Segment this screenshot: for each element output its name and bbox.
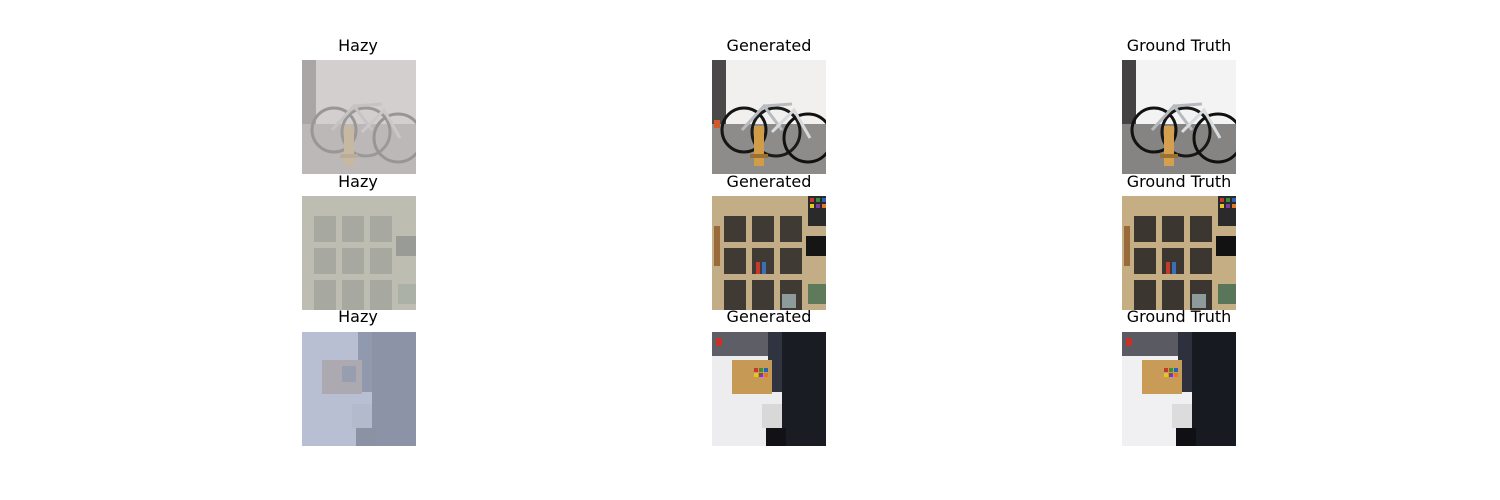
title-hazy-row2: Hazy [338, 172, 378, 191]
title-ground-truth-row3: Ground Truth [1126, 307, 1232, 326]
image-ground-truth-bicycles [1122, 60, 1236, 174]
image-ground-truth-desk [1122, 332, 1236, 446]
title-hazy-row3: Hazy [338, 307, 378, 326]
image-generated-bicycles [712, 60, 826, 174]
image-generated-bookshelf [712, 196, 826, 310]
title-hazy-row1: Hazy [338, 36, 378, 55]
image-hazy-bookshelf [302, 196, 416, 310]
title-generated-row2: Generated [726, 172, 812, 191]
image-generated-desk [712, 332, 826, 446]
title-generated-row3: Generated [726, 307, 812, 326]
title-generated-row1: Generated [726, 36, 812, 55]
title-ground-truth-row1: Ground Truth [1126, 36, 1232, 55]
image-hazy-desk [302, 332, 416, 446]
image-ground-truth-bookshelf [1122, 196, 1236, 310]
title-ground-truth-row2: Ground Truth [1126, 172, 1232, 191]
image-hazy-bicycles [302, 60, 416, 174]
